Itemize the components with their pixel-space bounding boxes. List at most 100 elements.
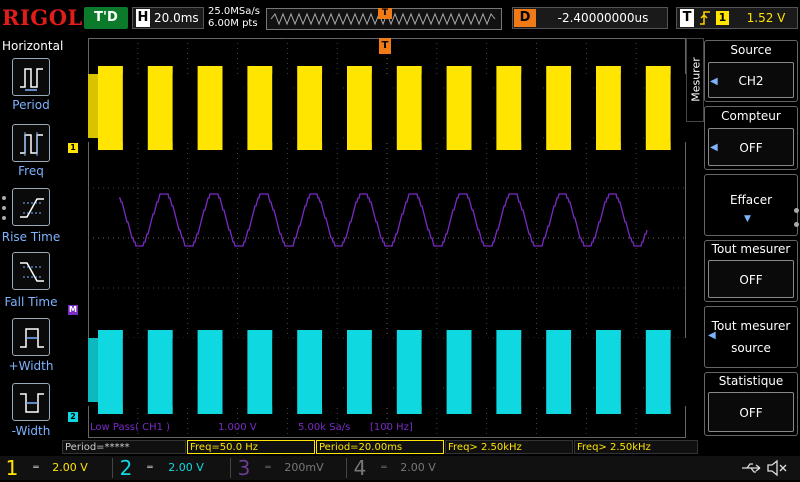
rising-edge-icon xyxy=(698,9,712,27)
clear-menu-item[interactable] xyxy=(704,174,798,236)
fall-time-icon xyxy=(20,262,44,282)
graticule xyxy=(88,38,686,438)
waveform-segment xyxy=(500,338,516,402)
waveform-segment xyxy=(670,338,686,406)
waveform-segment xyxy=(571,338,592,406)
rise-time-icon xyxy=(20,198,44,218)
math-offset-marker[interactable]: M xyxy=(68,305,78,315)
ch2-coupling-icon: ═ xyxy=(147,463,153,473)
waveform-segment xyxy=(151,338,167,402)
ch1-offset-marker[interactable]: 1 xyxy=(68,143,78,153)
waveform-canvas xyxy=(88,38,686,438)
waveform-segment xyxy=(222,74,244,142)
frequency-button[interactable] xyxy=(12,124,50,162)
measurement-item[interactable]: Freq> 2.50kHz xyxy=(574,440,698,454)
waveform-segment xyxy=(620,74,642,142)
waveform-segment xyxy=(151,74,167,138)
waveform-segment xyxy=(322,338,343,406)
ch3-scale[interactable]: 200mV xyxy=(284,461,324,474)
waveform-segment xyxy=(122,74,144,142)
counter-value[interactable]: OFF xyxy=(708,128,794,166)
ch3-number[interactable]: 3 xyxy=(237,456,251,480)
delay-value: -2.40000000us xyxy=(557,11,649,25)
math-scale: 1.000 V xyxy=(218,422,257,433)
waveform-segment xyxy=(571,74,592,142)
period-button[interactable] xyxy=(12,58,50,96)
divider xyxy=(112,458,113,478)
ch2-number[interactable]: 2 xyxy=(119,456,133,480)
waveform-segment xyxy=(471,338,493,406)
ch1-scale[interactable]: 2.00 V xyxy=(52,461,88,474)
waveform-segment xyxy=(301,74,317,138)
math-cutoff: [100 Hz] xyxy=(370,422,413,433)
waveform-segment xyxy=(600,74,615,138)
measure-all-source-title: Tout mesurer xyxy=(711,319,791,333)
delay-box[interactable] xyxy=(512,7,668,29)
waveform-segment xyxy=(272,74,294,142)
trigger-source-badge: 1 xyxy=(716,11,729,25)
fall-time-button[interactable] xyxy=(12,252,50,290)
ch3-coupling-icon: ═ xyxy=(265,463,271,473)
memory-depth: 6.00M pts xyxy=(208,18,258,29)
math-rate: 5.00k Sa/s xyxy=(298,422,351,433)
positive-width-button[interactable] xyxy=(12,318,50,356)
waveform-segment xyxy=(400,74,416,138)
statistics-value[interactable]: OFF xyxy=(708,392,794,432)
period-label: Period xyxy=(12,98,50,112)
negative-width-button[interactable] xyxy=(12,383,50,421)
measurement-item[interactable]: Freq> 2.50kHz xyxy=(445,440,573,454)
waveform-segment xyxy=(251,74,267,138)
counter-title: Compteur xyxy=(721,109,781,123)
ch2-waveform xyxy=(88,330,686,414)
waveform-segment xyxy=(172,74,194,142)
waveform-segment xyxy=(272,338,294,406)
positive-width-label: +Width xyxy=(8,359,54,373)
ch1-coupling-icon: ═ xyxy=(33,463,39,473)
horizontal-measure-panel xyxy=(0,38,62,440)
chevron-down-icon: ▼ xyxy=(744,214,751,224)
waveform-segment xyxy=(102,338,117,402)
measure-all-value[interactable]: OFF xyxy=(708,260,794,298)
waveform-segment xyxy=(222,338,244,406)
menu-arrow-icon: ◀ xyxy=(710,76,718,87)
measurement-item[interactable]: Period=***** xyxy=(62,440,186,454)
waveform-segment xyxy=(351,338,366,402)
waveform-segment xyxy=(371,74,393,142)
waveform-segment xyxy=(102,74,117,138)
ch4-scale[interactable]: 2.00 V xyxy=(400,461,436,474)
trigger-level: 1.52 V xyxy=(746,11,786,25)
timebase-value: 20.0ms xyxy=(154,11,199,25)
trigger-status-badge: T'D xyxy=(84,7,128,29)
rise-time-label: Rise Time xyxy=(1,230,61,244)
source-value[interactable]: CH2 xyxy=(708,62,794,98)
math-waveform xyxy=(119,193,648,247)
ch4-coupling-icon: ═ xyxy=(381,463,387,473)
waveform-segment xyxy=(400,338,416,402)
measure-all-source-menu-item[interactable] xyxy=(704,306,798,368)
waveform-segment xyxy=(620,338,642,406)
rise-time-button[interactable] xyxy=(12,188,50,226)
waveform-segment xyxy=(521,74,543,142)
ch1-number[interactable]: 1 xyxy=(5,456,19,480)
statistics-title: Statistique xyxy=(718,374,784,388)
speaker-muted-icon[interactable] xyxy=(766,458,788,478)
waveform-segment xyxy=(500,74,516,138)
menu-tab[interactable]: Mesurer xyxy=(686,38,704,122)
usb-icon xyxy=(740,460,764,476)
timebase-box[interactable] xyxy=(132,7,204,29)
trigger-label: T xyxy=(680,9,694,27)
measurement-item[interactable]: Period=20.00ms xyxy=(316,440,444,454)
negative-width-label: -Width xyxy=(11,424,51,438)
right-scroll-dot xyxy=(794,208,799,213)
ch4-number[interactable]: 4 xyxy=(353,456,367,480)
trigger-position-marker[interactable]: T xyxy=(379,38,391,54)
left-scroll-dot xyxy=(2,196,6,200)
ch2-offset-marker[interactable]: 2 xyxy=(68,412,78,422)
horizontal-label: H xyxy=(136,9,150,27)
waveform-segment xyxy=(649,338,665,402)
measurement-item[interactable]: Freq=50.0 Hz xyxy=(187,440,315,454)
ch2-scale[interactable]: 2.00 V xyxy=(168,461,204,474)
divider xyxy=(346,458,347,478)
left-scroll-dot xyxy=(2,206,6,210)
waveform-segment xyxy=(421,338,443,406)
